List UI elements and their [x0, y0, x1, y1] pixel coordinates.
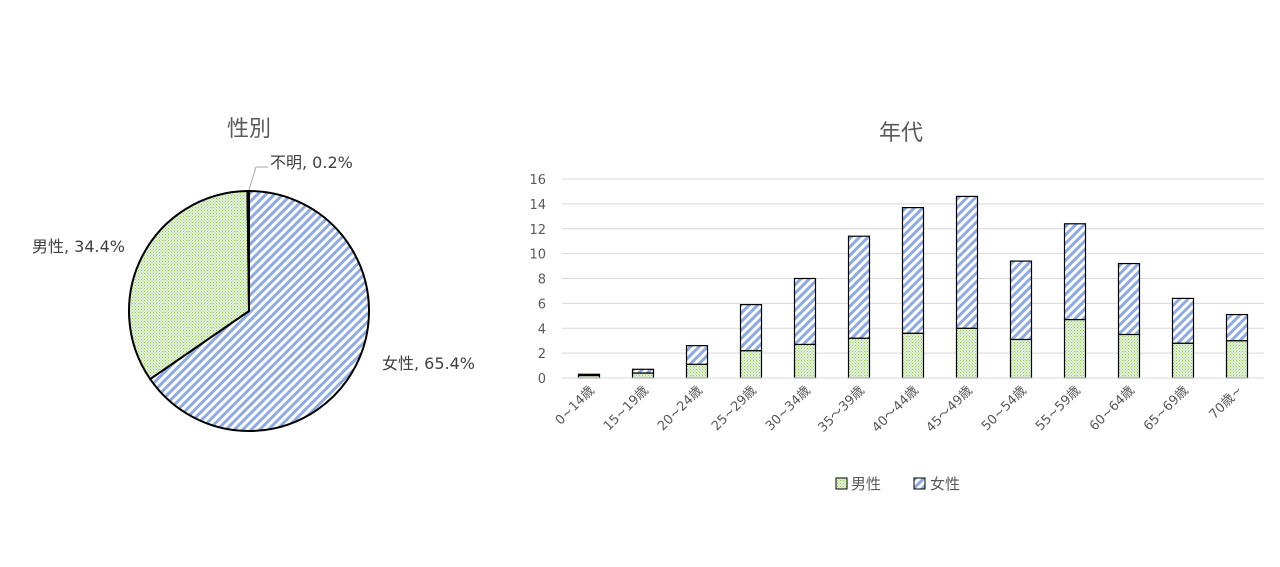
- bar-male: [685, 363, 709, 379]
- bar-male: [901, 332, 925, 379]
- x-category-label: 35～39歳: [815, 383, 867, 435]
- bar-female: [631, 368, 655, 374]
- legend-label-male: 男性: [851, 475, 881, 493]
- bar-female: [685, 345, 709, 365]
- y-tick-label: 14: [529, 198, 546, 213]
- bar-male: [847, 337, 871, 379]
- bar-male: [1117, 333, 1141, 379]
- y-tick-label: 6: [538, 297, 546, 312]
- bar-female: [1171, 297, 1195, 344]
- legend-swatch-male: [835, 477, 848, 490]
- pie-label-unknown: 不明, 0.2%: [270, 153, 353, 172]
- pie-label-male: 男性, 34.4%: [32, 237, 125, 256]
- y-axis-tick-labels: 0 2 4 6 8 10 12 14 16: [529, 173, 546, 387]
- y-tick-label: 0: [538, 372, 546, 387]
- bar-male: [739, 350, 763, 379]
- age-bar-chart: 年代 0 2 4 6 8 10 12 14 16 0~14歳 15~19歳 20~24歳 25~29歳…: [529, 121, 1264, 493]
- x-category-label: 55~59歳: [1033, 383, 1084, 434]
- bar-female: [1063, 223, 1087, 321]
- leader-line-unknown: [248, 166, 268, 191]
- bar-female: [847, 235, 871, 339]
- y-tick-label: 8: [538, 273, 546, 288]
- y-tick-label: 12: [529, 223, 546, 238]
- bar-female: [793, 277, 817, 346]
- bar-male: [631, 372, 655, 379]
- x-category-label: 25~29歳: [709, 383, 760, 434]
- bar-female: [1225, 313, 1249, 342]
- bar-title: 年代: [879, 121, 923, 146]
- legend-swatch-female: [913, 477, 926, 490]
- x-axis-category-labels: 0~14歳 15~19歳 20~24歳 25~29歳 30~34歳 35～39歳 40～44…: [553, 383, 1246, 435]
- x-category-label: 60~64歳: [1087, 383, 1138, 434]
- x-category-label: 20~24歳: [655, 383, 706, 434]
- bar-female: [955, 195, 979, 329]
- bar-male: [1171, 342, 1195, 379]
- x-category-label: 0~14歳: [553, 383, 598, 428]
- bar-female: [739, 304, 763, 352]
- pie-slices: [128, 190, 371, 432]
- x-category-label: 15~19歳: [601, 383, 652, 434]
- x-category-label: 50~54歳: [979, 383, 1030, 434]
- bar-male: [793, 343, 817, 379]
- bar-female: [1009, 260, 1033, 341]
- bar-male: [1225, 340, 1249, 379]
- x-category-label: 70歳~: [1207, 383, 1246, 422]
- bars: [577, 195, 1249, 379]
- pie-slice-1: [128, 190, 250, 381]
- bar-female: [1117, 262, 1141, 336]
- bar-female: [901, 207, 925, 334]
- pie-slice-0: [149, 190, 371, 432]
- y-tick-label: 2: [538, 347, 546, 362]
- bar-male: [1063, 318, 1087, 379]
- x-category-label: 45～49歳: [923, 383, 975, 435]
- pie-label-female: 女性, 65.4%: [382, 354, 475, 373]
- bar-male: [955, 327, 979, 379]
- legend-label-female: 女性: [930, 475, 960, 493]
- bar-female: [577, 373, 601, 377]
- gender-pie-chart: 性別 不明, 0.2% 男性, 34.4% 女性, 65.4%: [32, 117, 475, 432]
- bar-male: [1009, 338, 1033, 379]
- y-tick-label: 4: [538, 322, 546, 337]
- x-category-label: 65~69歳: [1141, 383, 1192, 434]
- y-tick-label: 10: [529, 248, 546, 263]
- pie-leader-lines: [248, 166, 268, 191]
- x-category-label: 30~34歳: [763, 383, 814, 434]
- x-category-label: 40～44歳: [869, 383, 921, 435]
- legend: 男性 女性: [835, 475, 960, 493]
- pie-slice-2: [246, 190, 250, 312]
- pie-title: 性別: [227, 117, 271, 142]
- y-tick-label: 16: [529, 173, 546, 188]
